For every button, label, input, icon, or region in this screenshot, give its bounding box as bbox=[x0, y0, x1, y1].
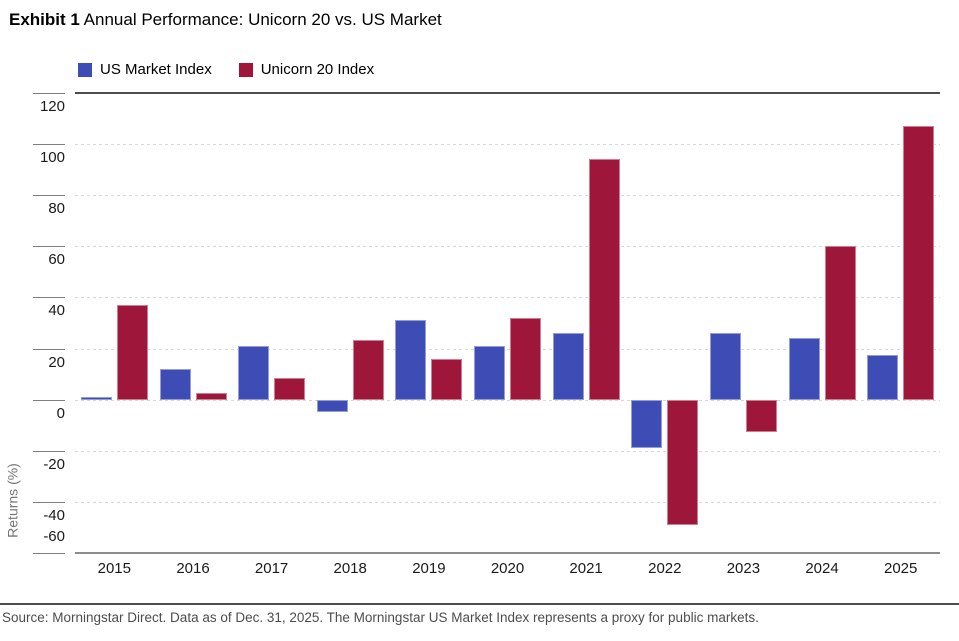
bar-us-market-2017 bbox=[238, 346, 270, 400]
y-gridline-100 bbox=[75, 144, 940, 146]
y-gridline--20 bbox=[75, 450, 940, 452]
bar-unicorn-20-2017 bbox=[274, 377, 306, 400]
bar-unicorn-20-2023 bbox=[745, 399, 777, 432]
x-axis-label-2022: 2022 bbox=[648, 560, 682, 577]
legend-label-us-market: US Market Index bbox=[100, 61, 212, 78]
y-tick-60 bbox=[33, 246, 65, 248]
x-axis-label-2017: 2017 bbox=[254, 560, 289, 577]
y-gridline-20 bbox=[75, 348, 940, 350]
bar-us-market-2023 bbox=[709, 333, 741, 400]
x-axis-label-2019: 2019 bbox=[412, 560, 446, 577]
legend-swatch-unicorn-20 bbox=[238, 62, 253, 77]
bar-us-market-2020 bbox=[474, 346, 505, 400]
bar-us-market-2016 bbox=[159, 369, 191, 400]
legend-swatch-us-market bbox=[78, 62, 92, 77]
x-axis-label-2025: 2025 bbox=[884, 560, 918, 577]
x-axis-label-2021: 2021 bbox=[569, 560, 603, 577]
bar-us-market-2022 bbox=[631, 399, 663, 449]
y-gridline-80 bbox=[75, 195, 940, 197]
y-tick-0 bbox=[33, 399, 65, 401]
bar-unicorn-20-2019 bbox=[431, 358, 463, 400]
bar-us-market-2024 bbox=[788, 338, 820, 400]
title-text: Annual Performance: Unicorn 20 vs. US Ma… bbox=[83, 10, 442, 29]
bar-unicorn-20-2016 bbox=[195, 393, 227, 400]
y-tick-40 bbox=[33, 297, 65, 299]
source-note: Source: Morningstar Direct. Data as of D… bbox=[2, 610, 759, 625]
bar-unicorn-20-2020 bbox=[510, 317, 541, 400]
bar-unicorn-20-2021 bbox=[588, 159, 620, 400]
y-tick-label-120: 120 bbox=[39, 98, 65, 115]
y-tick-120 bbox=[33, 93, 65, 94]
y-tick-label-20: 20 bbox=[48, 353, 65, 371]
y-tick-label--40: -40 bbox=[43, 506, 65, 524]
y-tick-label--60: -60 bbox=[43, 528, 65, 545]
x-axis-label-2023: 2023 bbox=[726, 560, 761, 577]
footer-divider bbox=[0, 603, 959, 605]
y-tick-label--20: -20 bbox=[43, 455, 65, 473]
y-tick--20 bbox=[33, 450, 65, 452]
x-axis-label-2015: 2015 bbox=[97, 560, 131, 577]
y-tick--40 bbox=[33, 501, 65, 503]
y-gridline-0 bbox=[75, 399, 940, 401]
bar-unicorn-20-2025 bbox=[903, 126, 935, 400]
x-axis-label-2020: 2020 bbox=[490, 560, 525, 577]
bar-unicorn-20-2018 bbox=[352, 339, 384, 400]
bar-unicorn-20-2024 bbox=[824, 246, 856, 400]
plot-top-line bbox=[75, 92, 940, 94]
x-axis-label-2018: 2018 bbox=[333, 560, 367, 577]
bar-unicorn-20-2015 bbox=[116, 305, 148, 400]
legend-label-unicorn-20: Unicorn 20 Index bbox=[260, 61, 375, 78]
legend: US Market Index Unicorn 20 Index bbox=[78, 61, 374, 78]
y-axis-title: Returns (%) bbox=[4, 463, 21, 538]
y-tick-label-0: 0 bbox=[56, 404, 65, 422]
y-tick-label-80: 80 bbox=[48, 200, 65, 218]
y-gridline-60 bbox=[75, 246, 940, 248]
y-tick-label-60: 60 bbox=[48, 251, 65, 269]
bar-us-market-2021 bbox=[552, 333, 584, 400]
chart-title: Exhibit 1 Annual Performance: Unicorn 20… bbox=[9, 10, 442, 30]
y-tick--60 bbox=[33, 553, 65, 554]
legend-item-unicorn-20: Unicorn 20 Index bbox=[238, 61, 375, 78]
bar-us-market-2019 bbox=[395, 320, 427, 400]
exhibit-label: Exhibit 1 bbox=[9, 10, 80, 29]
legend-item-us-market: US Market Index bbox=[78, 61, 212, 78]
y-gridline-40 bbox=[75, 297, 940, 299]
y-tick-label-40: 40 bbox=[48, 302, 65, 320]
x-axis-label-2016: 2016 bbox=[176, 560, 210, 577]
bar-us-market-2025 bbox=[867, 354, 899, 400]
x-axis-label-2024: 2024 bbox=[805, 560, 839, 577]
y-tick-label-100: 100 bbox=[39, 149, 65, 167]
y-tick-20 bbox=[33, 348, 65, 350]
bar-us-market-2018 bbox=[316, 399, 348, 413]
bar-unicorn-20-2022 bbox=[667, 399, 699, 525]
bar-us-market-2015 bbox=[80, 397, 112, 400]
x-axis-line bbox=[75, 552, 940, 554]
y-tick-80 bbox=[33, 195, 65, 197]
y-tick-100 bbox=[33, 144, 65, 146]
y-gridline--40 bbox=[75, 501, 940, 503]
